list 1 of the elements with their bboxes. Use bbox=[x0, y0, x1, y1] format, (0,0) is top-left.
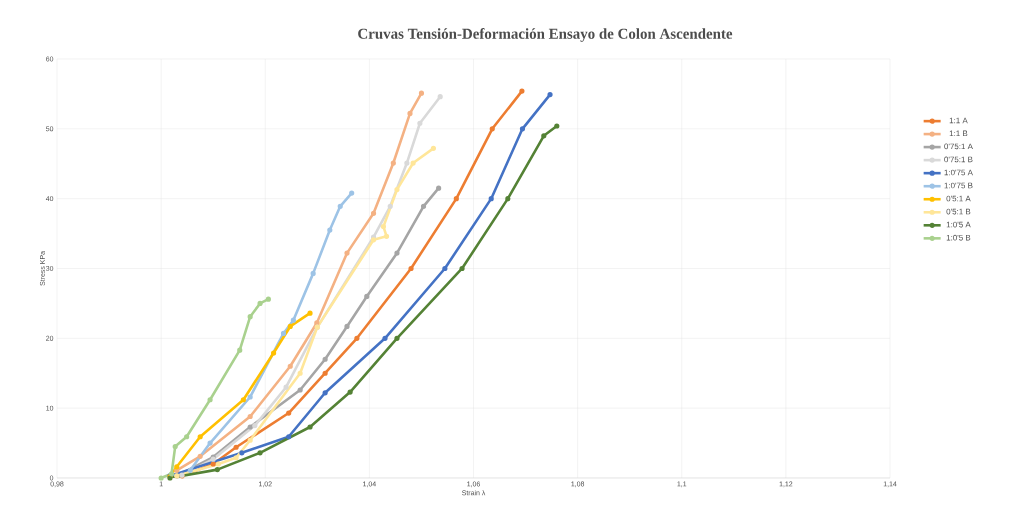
chart-title: Cruvas Tensión-Deformación Ensayo de Colon Ascendente bbox=[358, 28, 733, 42]
